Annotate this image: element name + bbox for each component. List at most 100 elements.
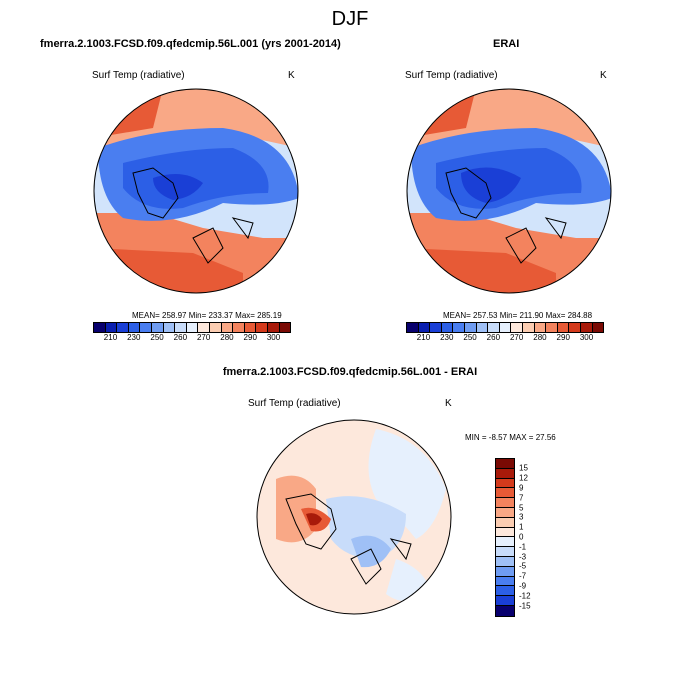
panel1-variable: Surf Temp (radiative) (92, 70, 185, 81)
colorbar-tick-label: 270 (509, 333, 524, 342)
panel2-title: ERAI (493, 38, 520, 50)
page-title: DJF (331, 8, 369, 30)
colorbar-tick-label: 3 (519, 512, 524, 522)
colorbar-tick-label: 230 (127, 333, 141, 342)
colorbar-swatch (105, 323, 118, 332)
panel1-colorbar: 210 230 250 260 270 280 290 300 (93, 322, 291, 345)
panel2-units: K (600, 70, 607, 81)
colorbar-tick-label: 210 (103, 333, 118, 342)
colorbar-tick-label: -12 (519, 591, 531, 601)
colorbar-swatch (496, 566, 514, 577)
colorbar-swatch (175, 323, 187, 332)
colorbar-swatch (140, 323, 152, 332)
panel3-warm-diff-west (276, 475, 316, 543)
colorbar-swatch (496, 517, 514, 528)
colorbar-swatch (418, 323, 431, 332)
colorbar-swatch (546, 323, 558, 332)
colorbar-tick-label: 230 (440, 333, 454, 342)
colorbar-swatch (496, 459, 514, 469)
colorbar-swatch (221, 323, 234, 332)
colorbar-swatch (569, 323, 581, 332)
colorbar-swatch (233, 323, 245, 332)
colorbar-tick-label: 250 (463, 333, 477, 342)
colorbar-tick-label: 250 (150, 333, 164, 342)
colorbar-tick-label: -3 (519, 552, 527, 561)
colorbar-swatch (209, 323, 222, 332)
colorbar-swatch (94, 323, 106, 332)
panel2-stats: MEAN= 257.53 Min= 211.90 Max= 284.88 (443, 311, 593, 320)
colorbar-swatch (117, 323, 129, 332)
panel3-colorbar (495, 458, 515, 617)
colorbar-swatch (163, 323, 176, 332)
colorbar-swatch (496, 478, 514, 489)
panel1-coastlines (132, 167, 254, 264)
colorbar-swatch (511, 323, 523, 332)
colorbar-swatch (496, 576, 514, 587)
panel2-variable: Surf Temp (radiative) (405, 70, 498, 81)
panel1-cold-pole (153, 174, 203, 200)
colorbar-swatch (279, 323, 291, 332)
colorbar-tick-label: 290 (556, 333, 570, 342)
colorbar-swatch (441, 323, 454, 332)
colorbar-tick-label: -1 (519, 542, 527, 552)
panel3-cold-diff-inner (351, 535, 391, 568)
colorbar-swatch (496, 586, 514, 597)
panel2-map (406, 88, 612, 294)
colorbar-tick-label: -5 (519, 561, 527, 571)
colorbar-swatch (464, 323, 477, 332)
colorbar-swatch (496, 488, 514, 499)
colorbar-tick-label: 7 (519, 493, 524, 503)
panel3-coastlines (285, 493, 412, 585)
colorbar-tick-label: -7 (519, 571, 527, 581)
colorbar-swatch (488, 323, 500, 332)
panel3-cold-diff (326, 496, 406, 559)
colorbar-tick-label: 12 (519, 473, 528, 483)
colorbar-swatch (407, 323, 419, 332)
colorbar-tick-label: 280 (220, 333, 234, 342)
colorbar-swatch (557, 323, 570, 332)
colorbar-swatch (534, 323, 547, 332)
colorbar-tick-label: -9 (519, 581, 527, 591)
colorbar-tick-label: 1 (519, 522, 524, 532)
colorbar-tick-label: 300 (579, 333, 594, 342)
colorbar-swatch (198, 323, 210, 332)
colorbar-tick-label: 300 (266, 333, 281, 342)
colorbar-swatch (496, 537, 514, 548)
colorbar-tick-label: 290 (243, 333, 257, 342)
colorbar-tick-label: 210 (416, 333, 431, 342)
colorbar-swatch (476, 323, 489, 332)
colorbar-swatch (496, 527, 514, 538)
panel3-colorbar-swatches (495, 458, 515, 617)
panel1-cold-inner (123, 148, 269, 209)
colorbar-swatch (151, 323, 164, 332)
colorbar-swatch (592, 323, 604, 332)
colorbar-swatch (496, 498, 514, 508)
panel2-cold-pole (461, 167, 521, 203)
colorbar-swatch (267, 323, 280, 332)
panel2-colorbar: 210 230 250 260 270 280 290 300 (406, 322, 604, 345)
colorbar-swatch (496, 556, 514, 567)
panel3-map (256, 419, 452, 615)
colorbar-swatch (496, 507, 514, 518)
colorbar-swatch (186, 323, 199, 332)
colorbar-tick-label: 260 (486, 333, 501, 342)
panel2-colorbar-swatches (406, 322, 604, 333)
colorbar-tick-label: 15 (519, 463, 528, 473)
colorbar-tick-label: -15 (519, 601, 531, 610)
panel2-coastlines (445, 167, 567, 264)
panel3-title: fmerra.2.1003.FCSD.f09.qfedcmip.56L.001 … (222, 366, 478, 378)
colorbar-tick-label: 280 (533, 333, 547, 342)
panel1-units: K (288, 70, 295, 81)
panel1-colorbar-ticks: 210 230 250 260 270 280 290 300 (93, 333, 291, 345)
colorbar-swatch (128, 323, 141, 332)
colorbar-tick-label: 260 (173, 333, 188, 342)
colorbar-tick-label: 5 (519, 503, 524, 512)
colorbar-swatch (496, 547, 514, 557)
colorbar-tick-label: 270 (196, 333, 211, 342)
colorbar-swatch (499, 323, 512, 332)
colorbar-swatch (256, 323, 268, 332)
panel3-warm-diff-peak (306, 513, 322, 526)
panel3-variable: Surf Temp (radiative) (248, 398, 341, 409)
colorbar-tick-label: 9 (519, 483, 524, 493)
colorbar-swatch (522, 323, 535, 332)
